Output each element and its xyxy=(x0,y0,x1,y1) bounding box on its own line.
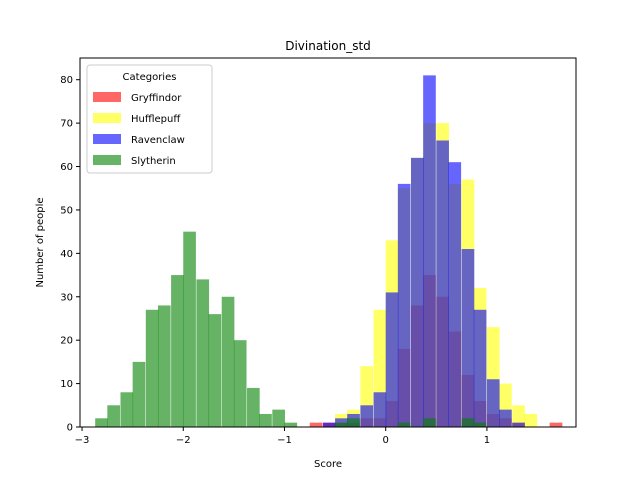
histogram-bar xyxy=(486,379,500,427)
histogram-bar xyxy=(145,309,159,427)
histogram-bar xyxy=(120,392,134,427)
x-tick-label: −3 xyxy=(75,435,90,446)
y-tick-label: 60 xyxy=(60,162,73,173)
histogram-bar xyxy=(309,422,323,427)
histogram-bar xyxy=(423,75,436,427)
histogram-bar xyxy=(473,309,487,427)
x-tick-label: −2 xyxy=(176,435,191,446)
y-tick-label: 0 xyxy=(67,423,73,434)
legend-swatch xyxy=(93,113,121,123)
histogram-bar xyxy=(512,422,525,427)
chart-title: Divination_std xyxy=(285,39,371,53)
y-tick-label: 10 xyxy=(60,379,73,390)
x-axis-label: Score xyxy=(314,459,342,470)
histogram-bar xyxy=(423,418,436,427)
histogram-bar xyxy=(132,361,146,427)
legend: Categories Gryffindor Hufflepuff Ravenclaw S… xyxy=(86,64,213,174)
histogram-bar xyxy=(385,292,399,427)
histogram-bar xyxy=(524,413,538,427)
legend-swatch xyxy=(93,155,121,165)
y-axis: 0 10 20 30 40 50 60 70 80 xyxy=(60,75,80,434)
histogram-bar xyxy=(397,183,411,427)
legend-label: Ravenclaw xyxy=(131,135,185,146)
histogram-bar xyxy=(512,405,525,427)
histogram-bar xyxy=(473,422,487,427)
histogram-bar xyxy=(171,275,184,427)
histogram-bar xyxy=(499,409,512,427)
y-tick-label: 50 xyxy=(60,205,73,216)
series-slytherin xyxy=(95,231,487,427)
x-axis: −3 −2 −1 0 1 xyxy=(75,427,490,446)
y-axis-label: Number of people xyxy=(35,197,46,287)
histogram-bar xyxy=(411,157,424,428)
histogram-bar xyxy=(373,392,387,427)
histogram-bar xyxy=(272,409,285,427)
x-tick-label: 1 xyxy=(484,435,490,446)
histogram-bar xyxy=(549,422,563,427)
x-tick-label: 0 xyxy=(383,435,389,446)
histogram-bar xyxy=(233,340,247,427)
histogram-bar xyxy=(107,405,120,427)
histogram-bar xyxy=(461,249,475,427)
series-ravenclaw xyxy=(322,75,525,428)
histogram-bar xyxy=(335,422,348,427)
legend-swatch xyxy=(93,92,121,102)
histogram-bar xyxy=(95,418,108,427)
histogram-bar xyxy=(259,413,272,427)
histogram-bar xyxy=(397,422,411,427)
axes-frame xyxy=(79,57,577,428)
histogram-bar xyxy=(461,418,475,427)
y-tick-label: 30 xyxy=(60,292,73,303)
plot-area xyxy=(95,75,563,428)
legend-swatch xyxy=(93,134,121,144)
histogram-bar xyxy=(183,231,196,427)
histogram-bar xyxy=(208,314,222,427)
y-tick-label: 40 xyxy=(60,249,73,260)
legend-label: Hufflepuff xyxy=(131,114,181,125)
y-tick-label: 20 xyxy=(60,336,73,347)
histogram-bar xyxy=(448,162,462,427)
histogram-bar xyxy=(247,387,260,427)
histogram-bar xyxy=(360,405,374,427)
histogram-bar xyxy=(157,305,171,427)
x-tick-label: −1 xyxy=(277,435,292,446)
legend-label: Slytherin xyxy=(131,156,176,167)
legend-title: Categories xyxy=(123,72,177,83)
histogram-bar xyxy=(322,422,336,427)
y-tick-label: 80 xyxy=(60,75,73,86)
histogram-bar xyxy=(196,279,210,427)
histogram-bar xyxy=(347,418,360,427)
histogram-bar xyxy=(221,296,235,427)
histogram-bar xyxy=(284,422,298,427)
histogram-bar xyxy=(436,140,449,427)
y-tick-label: 70 xyxy=(60,119,73,130)
legend-label: Gryffindor xyxy=(131,93,182,104)
